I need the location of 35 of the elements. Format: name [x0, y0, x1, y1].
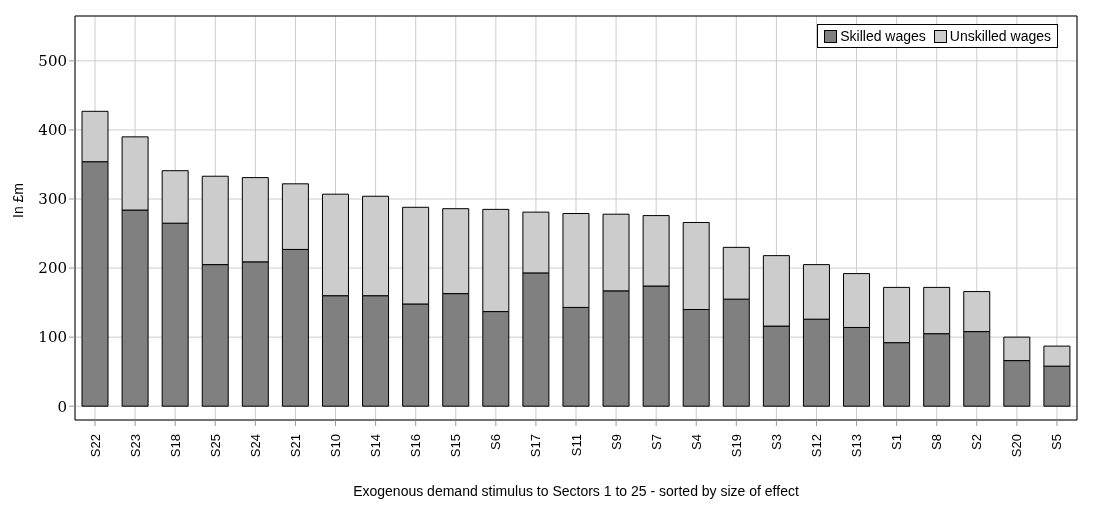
x-tick-label: S25	[207, 434, 223, 458]
x-tick-label: S11	[568, 434, 584, 457]
x-tick-label: S5	[1049, 434, 1065, 450]
x-tick-label: S7	[648, 434, 664, 450]
y-tick-label: 300	[38, 190, 67, 209]
x-tick-label: S16	[408, 434, 424, 458]
x-tick-label: S13	[849, 434, 865, 458]
x-tick-label: S9	[608, 434, 624, 450]
y-axis-title: In £m	[9, 182, 26, 218]
legend-label: Skilled wages	[839, 28, 926, 44]
x-tick-label: S3	[768, 434, 784, 450]
y-tick-label: 100	[38, 328, 67, 347]
x-tick-label: S22	[87, 434, 103, 458]
x-tick-label: S14	[368, 434, 384, 458]
x-tick-label: S4	[688, 434, 704, 450]
x-tick-label: S10	[328, 434, 344, 458]
y-tick-label: 400	[38, 121, 67, 140]
y-tick-label: 0	[57, 397, 67, 416]
x-tick-label: S17	[528, 434, 544, 458]
legend-label: Unskilled wages	[948, 28, 1051, 44]
x-tick-label: S19	[728, 434, 744, 458]
x-axis-title: Exogenous demand stimulus to Sectors 1 to 25 - sorted by size of effect	[353, 483, 799, 499]
y-tick-label: 200	[38, 259, 67, 278]
x-tick-label: S24	[247, 434, 263, 458]
x-tick-label: S15	[448, 434, 464, 458]
x-tick-label: S12	[808, 434, 824, 458]
x-tick-label: S1	[889, 434, 905, 450]
y-tick-label: 500	[38, 52, 67, 71]
x-tick-label: S20	[1009, 434, 1025, 458]
x-tick-label: S18	[167, 434, 183, 458]
x-tick-label: S2	[969, 434, 985, 450]
x-tick-label: S8	[929, 434, 945, 450]
x-tick-label: S21	[287, 434, 303, 458]
x-tick-label: S6	[488, 434, 504, 450]
x-tick-label: S23	[127, 434, 143, 458]
